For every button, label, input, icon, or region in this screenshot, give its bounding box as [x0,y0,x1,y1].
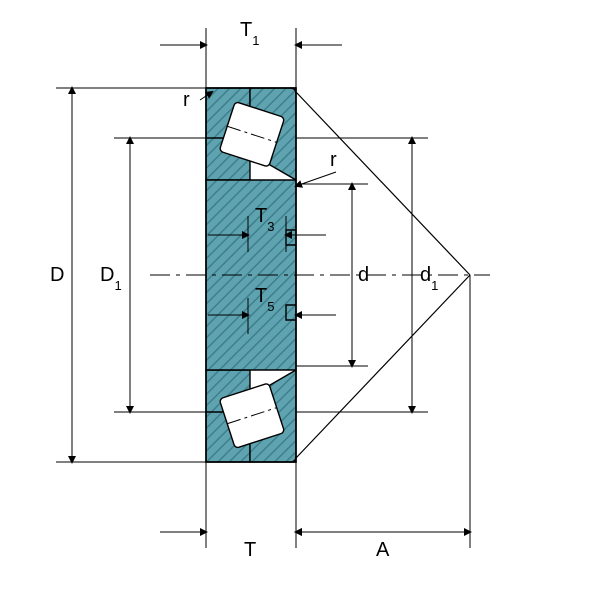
label-T3: T3 [255,206,274,229]
label-r-top: r [183,90,190,110]
label-d1: d1 [420,265,438,288]
label-T: T [244,540,256,560]
label-d: d [358,265,369,285]
label-A: A [376,540,389,560]
diagram-svg [0,0,600,600]
label-T1: T1 [240,20,259,43]
label-D: D [50,265,64,285]
bearing-cross-section-diagram: T1 r r D D1 T3 T5 d d1 T A [0,0,600,600]
label-T5: T5 [255,286,274,309]
label-D1: D1 [100,265,122,288]
label-r-mid: r [330,150,337,170]
